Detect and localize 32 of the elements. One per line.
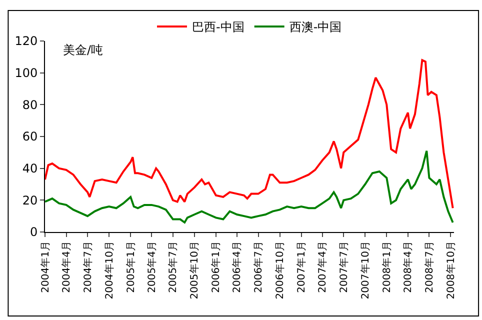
y-tick-label: 120 xyxy=(14,34,38,48)
x-tick-label: 2006年10月 xyxy=(274,241,286,300)
x-tick-label: 2008年1月 xyxy=(380,241,393,293)
x-tick-label: 2008年7月 xyxy=(423,241,436,293)
x-tick-label: 2004年1月 xyxy=(39,241,52,293)
line-series xyxy=(45,150,454,224)
x-tick-label: 2004年4月 xyxy=(60,241,73,293)
y-tick-label: 40 xyxy=(22,162,38,176)
x-tick-label: 2007年10月 xyxy=(359,241,372,300)
x-tick-label: 2006年4月 xyxy=(231,241,244,293)
x-tick-label: 2005年7月 xyxy=(167,241,180,293)
y-tick-label: 20 xyxy=(22,193,38,208)
x-tick-label: 2006年1月 xyxy=(210,241,222,293)
y-tick-label: 80 xyxy=(22,98,38,112)
x-tick-label: 2007年4月 xyxy=(316,241,329,293)
x-tick-label: 2005年10月 xyxy=(188,241,201,300)
y-tick-label: 60 xyxy=(22,130,38,144)
legend-label: 巴西-中国 xyxy=(192,20,244,34)
x-tick-label: 2008年10月 xyxy=(444,241,457,300)
x-tick-label: 2004年7月 xyxy=(82,241,94,293)
x-tick-label: 2008年4月 xyxy=(402,241,414,293)
y-tick-label: 100 xyxy=(14,66,38,80)
y-tick-label: 0 xyxy=(30,225,38,240)
x-tick-label: 2004年10月 xyxy=(103,241,116,300)
x-tick-label: 2006年7月 xyxy=(252,241,265,293)
y-axis-title: 美金/吨 xyxy=(63,43,104,57)
x-tick-label: 2005年4月 xyxy=(146,241,158,293)
legend-label: 西澳-中国 xyxy=(289,20,342,34)
x-tick-label: 2005年1月 xyxy=(124,241,137,293)
line-series xyxy=(45,59,454,210)
x-tick-label: 2007年1月 xyxy=(296,241,308,293)
x-tick-label: 2007年7月 xyxy=(338,241,350,293)
